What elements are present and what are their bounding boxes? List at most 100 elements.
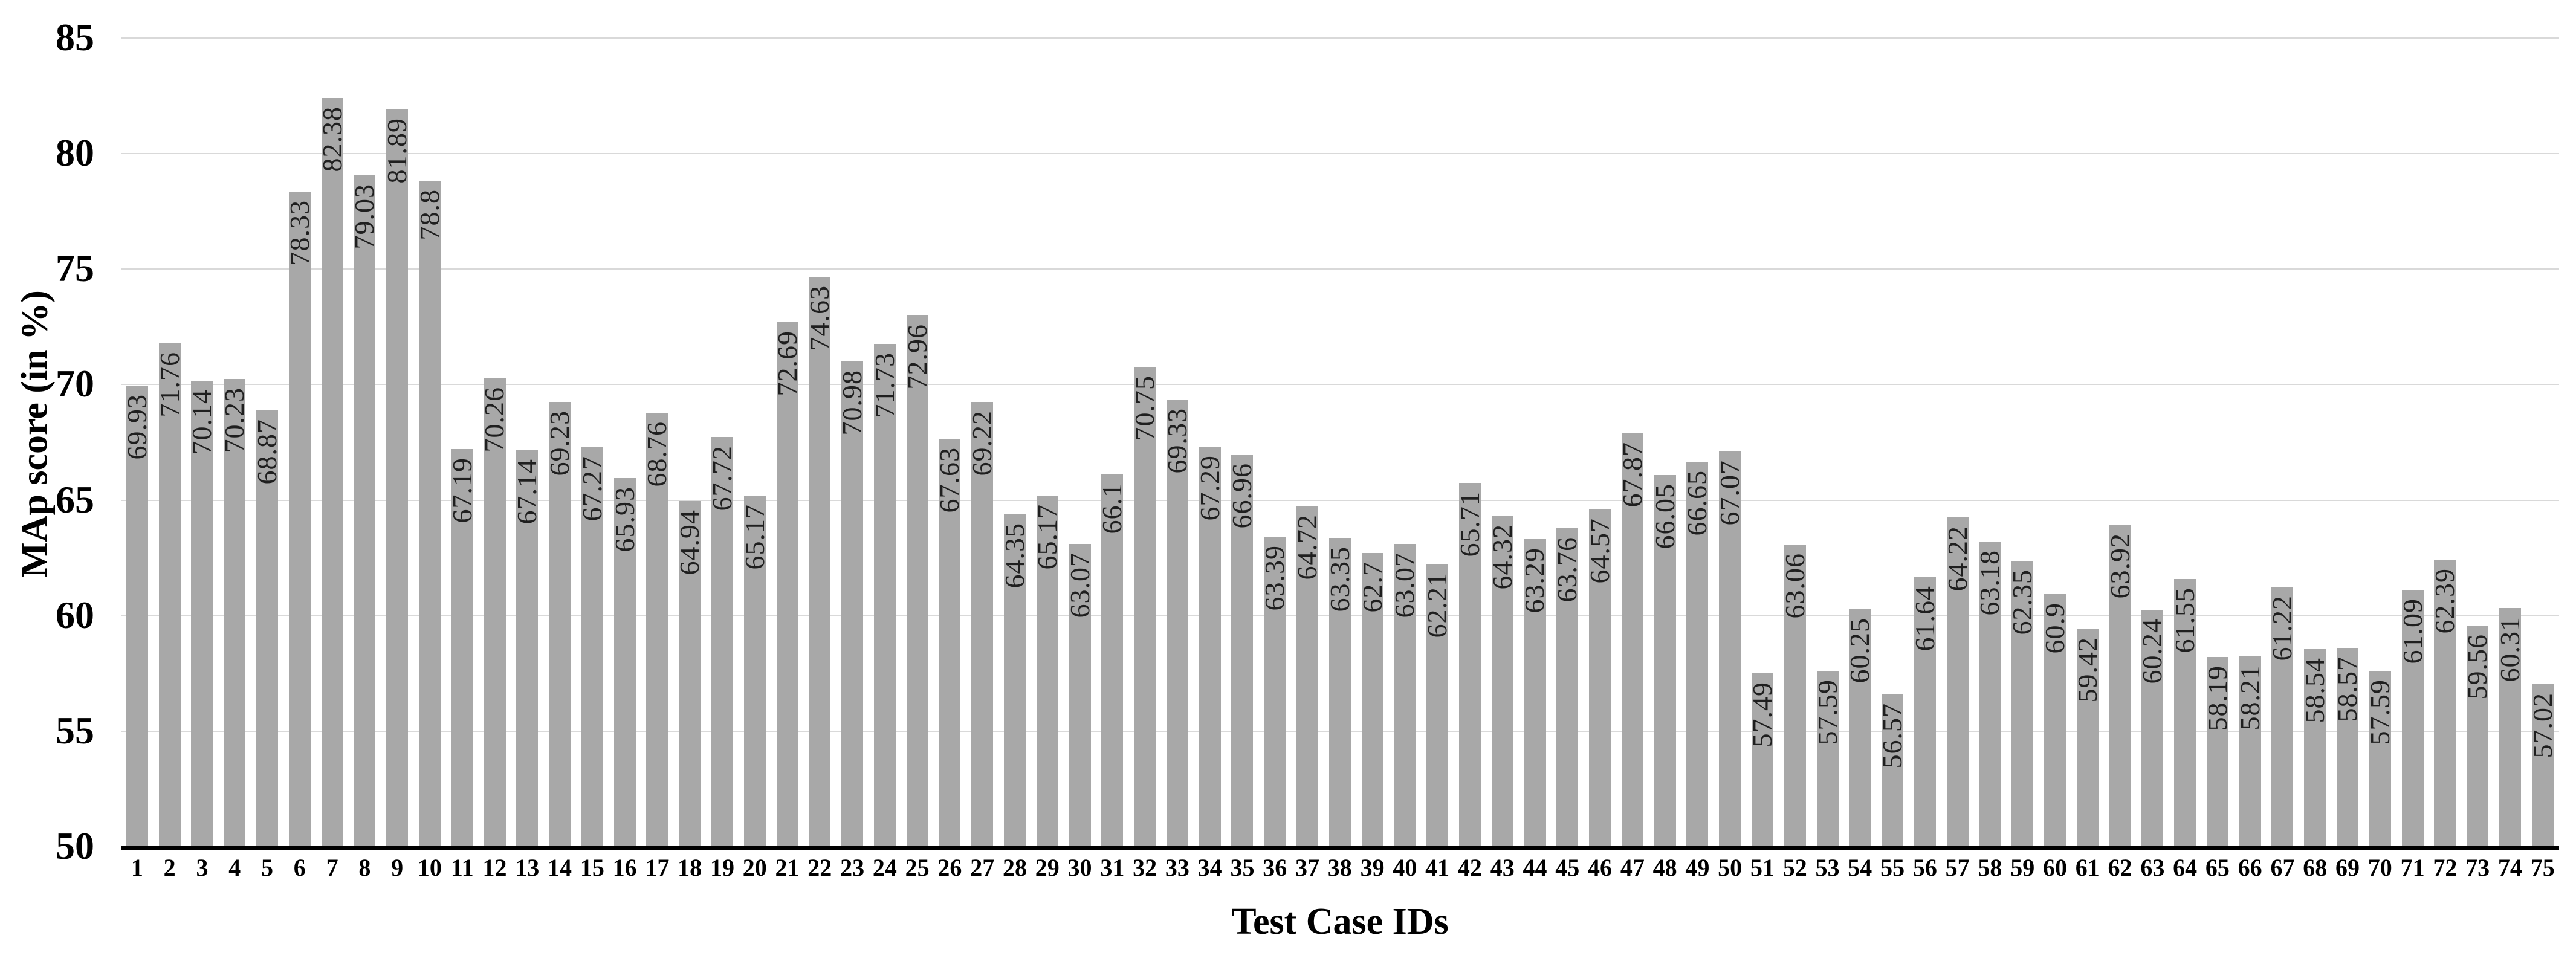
bar-value-label: 62.7: [1356, 561, 1388, 613]
x-tick-label: 36: [1263, 854, 1287, 881]
bar-slot: 59.56: [2461, 37, 2494, 846]
bar-value-label: 79.03: [349, 184, 380, 250]
bar-slot: 57.59: [1811, 37, 1844, 846]
bar-value-label: 81.89: [381, 117, 413, 184]
bar: 64.57: [1584, 509, 1615, 846]
bar-slot: 63.06: [1779, 37, 1811, 846]
bar-value-label: 63.35: [1324, 546, 1355, 612]
bar-value-label: 64.32: [1486, 523, 1518, 590]
bar-value-label: 62.39: [2429, 568, 2461, 634]
gridline: [121, 37, 2559, 39]
bar-value-label: 67.72: [706, 445, 737, 511]
bar-slot: 70.75: [1128, 37, 1161, 846]
x-tick-label: 26: [937, 854, 962, 881]
x-tick-label: 57: [1945, 854, 1970, 881]
x-tick-label: 42: [1457, 854, 1482, 881]
bar-value-label: 58.54: [2299, 657, 2331, 723]
bar: 58.21: [2235, 656, 2265, 846]
bar: 62.21: [1422, 564, 1453, 846]
bar-value-label: 68.87: [251, 418, 283, 485]
x-tick-label: 62: [2108, 854, 2132, 881]
x-tick-label: 45: [1555, 854, 1580, 881]
x-tick-label: 30: [1067, 854, 1092, 881]
bar-slot: 58.21: [2234, 37, 2267, 846]
bar-slot: 63.39: [1258, 37, 1291, 846]
x-tick-label: 8: [358, 854, 371, 881]
bar-slot: 63.35: [1324, 37, 1356, 846]
x-axis-ticks: 1 2 3 4 5 6 7 8 9 10 11 12 13 14 15 16 17 18 19 20 21 22 23 24 2…: [121, 856, 2559, 880]
bar: 65.71: [1454, 483, 1485, 846]
x-tick-label: 15: [580, 854, 604, 881]
x-tick-label: 71: [2400, 854, 2425, 881]
x-tick-label: 75: [2530, 854, 2555, 881]
bar: 67.72: [706, 436, 737, 846]
x-tick-label: 56: [1912, 854, 1937, 881]
bar-slot: 66.65: [1681, 37, 1714, 846]
gridline: [121, 268, 2559, 270]
y-tick-label: 60: [56, 593, 94, 636]
bar-slot: 61.55: [2169, 37, 2201, 846]
bar: 63.06: [1779, 544, 1810, 846]
x-tick-label: 32: [1133, 854, 1157, 881]
bar: 69.22: [966, 402, 998, 846]
bar: 66.05: [1649, 475, 1680, 846]
bar: 67.19: [447, 448, 477, 846]
bar-value-label: 58.57: [2332, 656, 2363, 722]
x-tick-label: 63: [2140, 854, 2165, 881]
x-tick-label: 50: [1718, 854, 1743, 881]
bar-slot: 60.25: [1843, 37, 1876, 846]
bar-value-label: 57.59: [1811, 679, 1843, 745]
bar-slot: 71.76: [154, 37, 186, 846]
bar: 67.87: [1617, 433, 1648, 846]
bar: 57.02: [2527, 684, 2558, 846]
bar: 74.63: [804, 277, 835, 846]
x-tick-label: 20: [742, 854, 767, 881]
bar-slot: 57.59: [2364, 37, 2396, 846]
bar-value-label: 66.65: [1681, 470, 1713, 536]
x-tick-label: 21: [775, 854, 800, 881]
x-tick-label: 60: [2042, 854, 2067, 881]
bar: 64.32: [1486, 515, 1518, 846]
bar-slot: 71.73: [869, 37, 901, 846]
bar-value-label: 60.9: [2039, 603, 2070, 654]
x-tick-label: 48: [1652, 854, 1677, 881]
bar: 69.33: [1162, 400, 1193, 846]
bar-value-label: 60.25: [1844, 618, 1875, 684]
bar-value-label: 64.35: [998, 523, 1030, 589]
bar-value-label: 72.69: [771, 330, 803, 396]
bar-value-label: 63.29: [1519, 547, 1550, 613]
bar-slot: 70.98: [836, 37, 869, 846]
x-tick-label: 40: [1393, 854, 1417, 881]
bar-value-label: 70.75: [1129, 375, 1160, 441]
bar-value-label: 62.21: [1422, 572, 1453, 638]
bar: 81.89: [381, 109, 413, 846]
x-tick-label: 27: [970, 854, 995, 881]
bar: 63.92: [2105, 524, 2135, 846]
bar: 63.39: [1259, 537, 1290, 846]
bar-slot: 64.35: [998, 37, 1031, 846]
y-tick-label: 85: [56, 16, 94, 59]
x-tick-label: 59: [2010, 854, 2035, 881]
bar-value-label: 71.76: [154, 352, 185, 418]
bar-slot: 67.27: [576, 37, 609, 846]
bar: 63.07: [1389, 544, 1420, 846]
bar-value-label: 69.22: [966, 410, 998, 476]
bar-slot: 63.76: [1551, 37, 1584, 846]
x-tick-label: 24: [872, 854, 897, 881]
bar-slot: 72.96: [901, 37, 934, 846]
x-tick-label: 55: [1880, 854, 1905, 881]
x-tick-label: 19: [710, 854, 734, 881]
bar-value-label: 59.42: [2071, 636, 2103, 703]
bar-slot: 63.92: [2104, 37, 2137, 846]
x-tick-label: 73: [2465, 854, 2490, 881]
x-tick-label: 16: [612, 854, 637, 881]
bar-slot: 67.72: [706, 37, 739, 846]
bar-slot: 62.21: [1421, 37, 1454, 846]
y-tick-label: 75: [56, 247, 94, 290]
bar-value-label: 63.39: [1259, 545, 1290, 611]
x-tick-label: 28: [1002, 854, 1027, 881]
x-tick-label: 33: [1165, 854, 1189, 881]
x-tick-label: 12: [482, 854, 507, 881]
bar: 63.07: [1064, 544, 1095, 846]
x-tick-label: 47: [1620, 854, 1645, 881]
